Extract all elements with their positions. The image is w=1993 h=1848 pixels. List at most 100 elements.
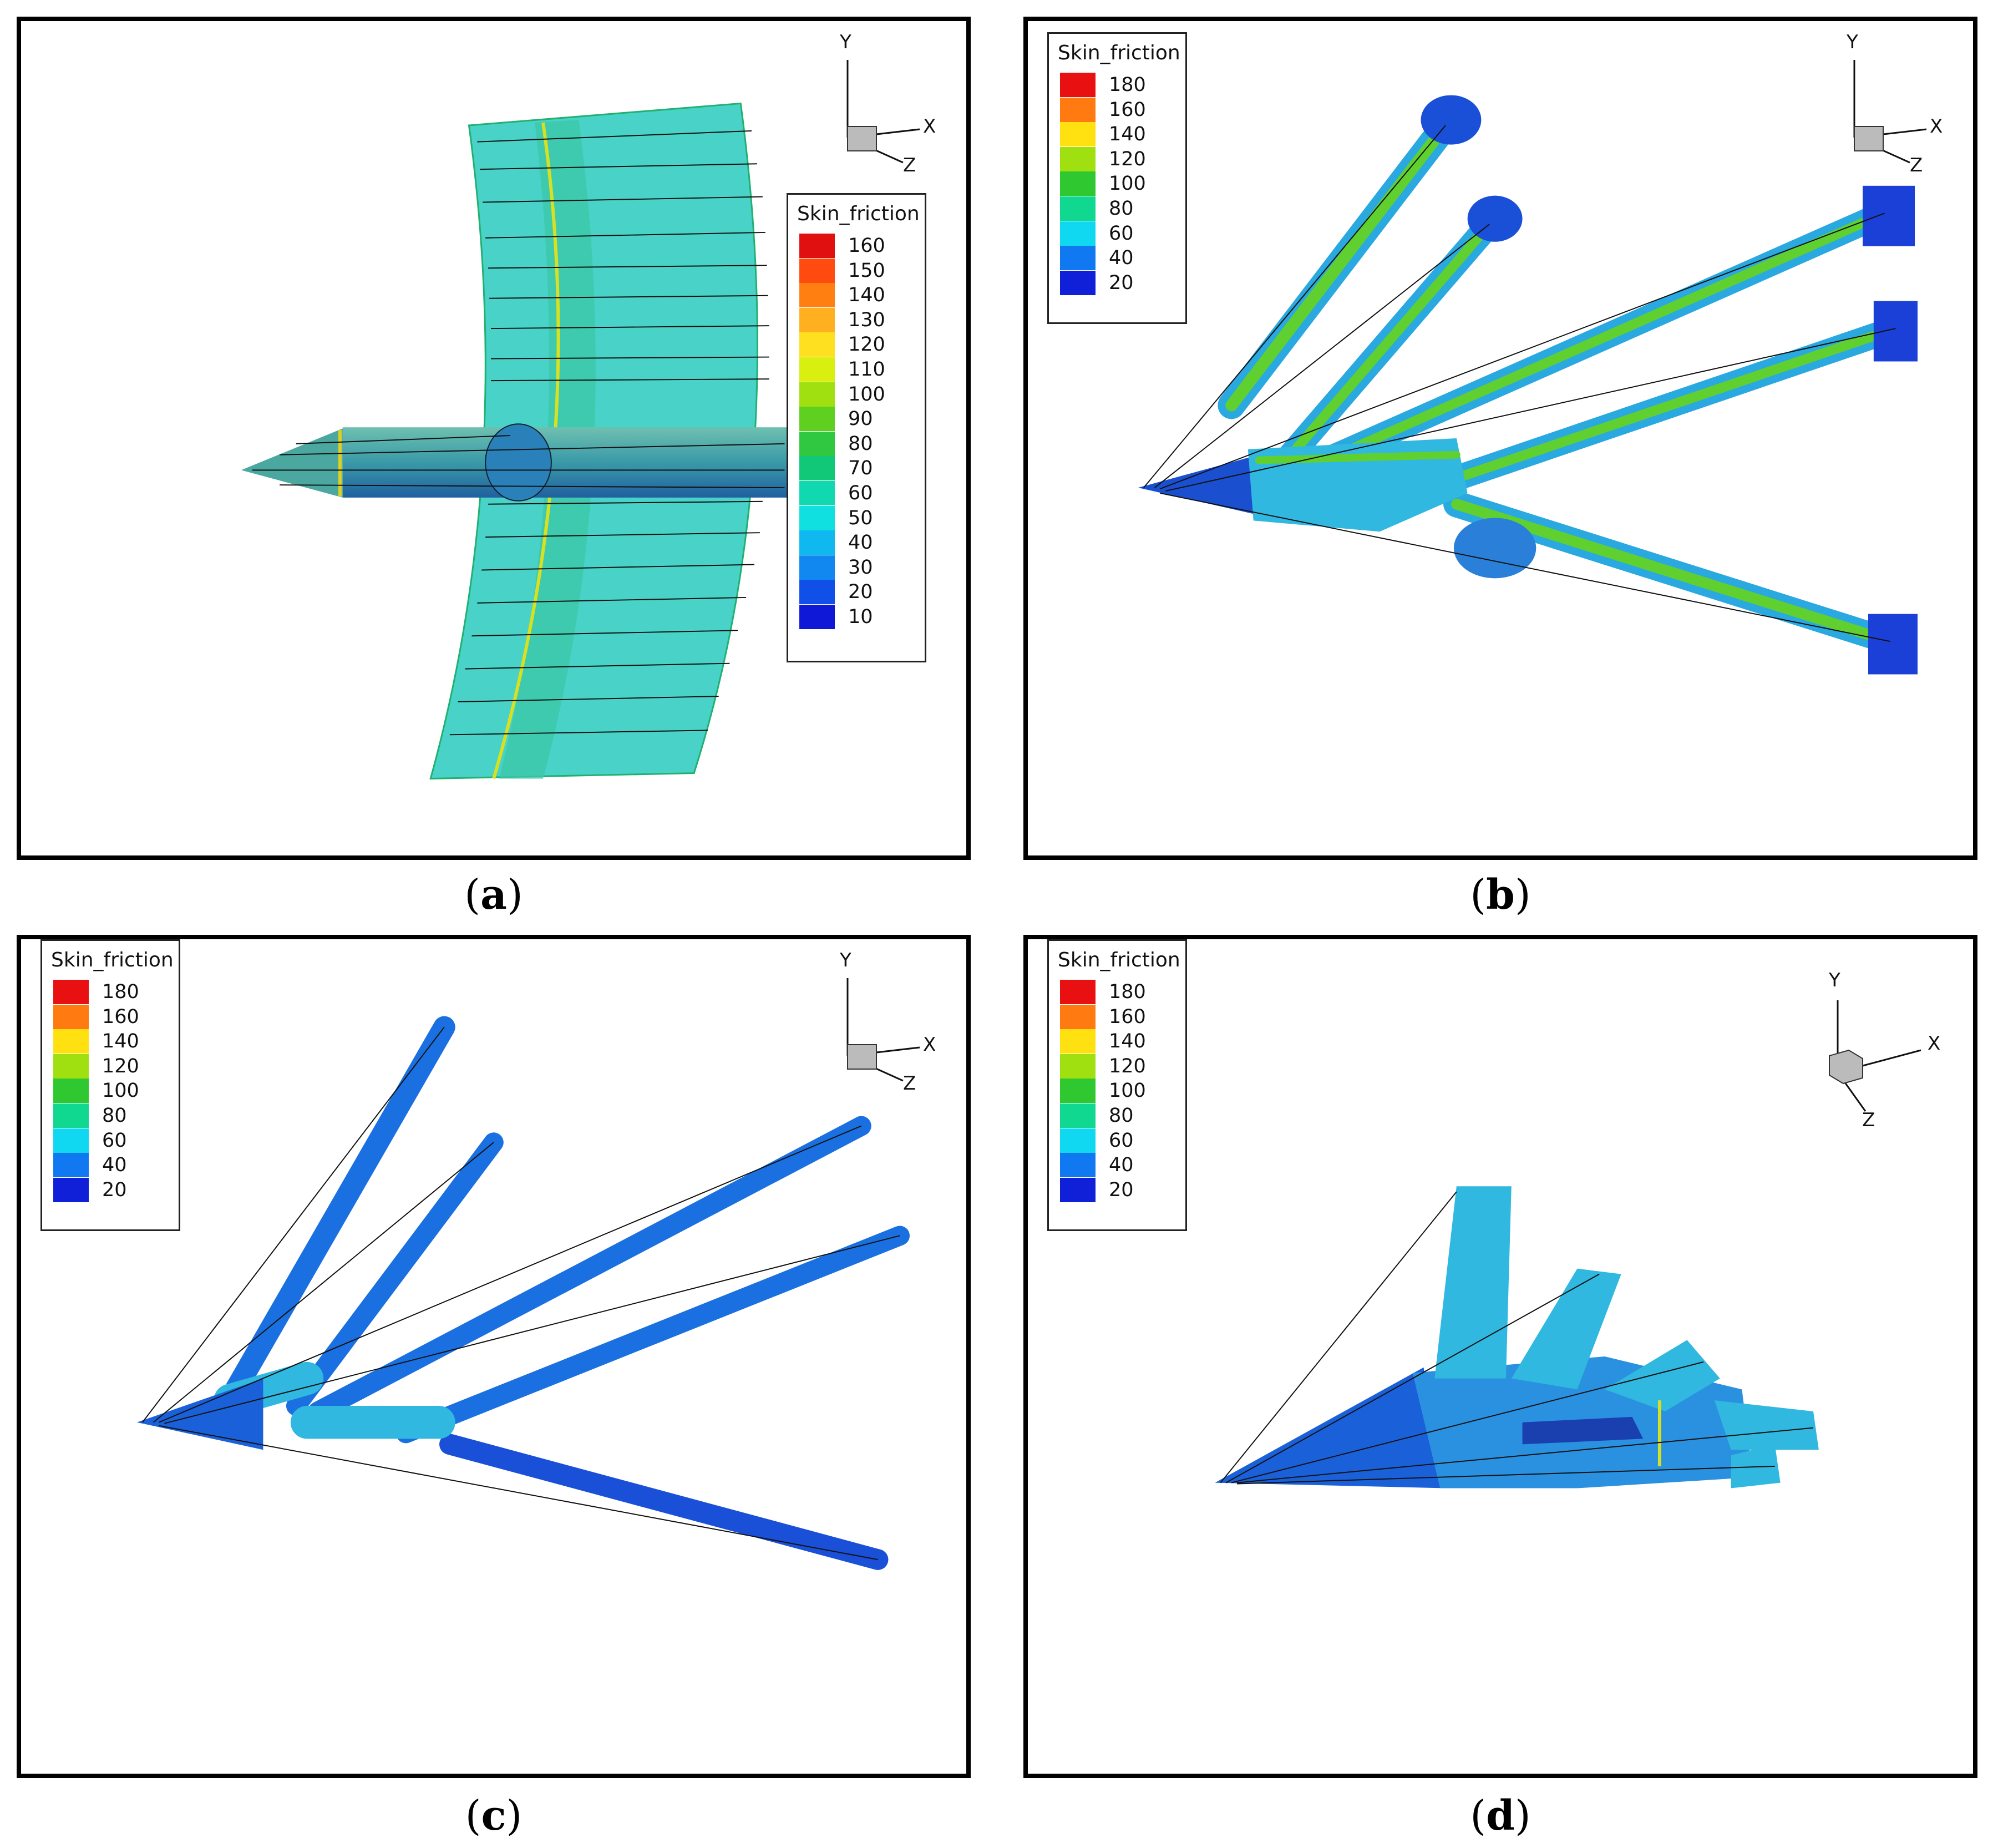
legend-swatch — [799, 481, 835, 505]
legend-level-label: 180 — [102, 981, 139, 1003]
panel-d-render — [1215, 1186, 1819, 1488]
legend-level-label: 20 — [102, 1178, 127, 1201]
legend-level-label: 30 — [848, 556, 873, 579]
legend-level-label: 70 — [848, 457, 873, 480]
legend-swatch — [799, 407, 835, 432]
hand-streamlines-d — [1220, 1191, 1814, 1485]
legend-level-label: 50 — [848, 507, 873, 529]
legend-level-label: 120 — [848, 333, 885, 356]
legend-swatch — [799, 456, 835, 481]
legend-swatch — [799, 555, 835, 580]
legend-swatch — [799, 530, 835, 555]
axis-label-x: X — [1930, 115, 1943, 138]
legend-swatch — [1060, 1029, 1096, 1054]
legend-level-label: 120 — [1109, 148, 1146, 170]
legend-level-label: 140 — [102, 1030, 139, 1053]
legend-swatch — [1060, 1004, 1096, 1029]
panel-a: Skin_friction 160 150 140 130 120 110 100 90 80 7… — [17, 17, 971, 860]
legend-swatch — [799, 382, 835, 407]
legend-d: Skin_friction 180 160 140 120 100 80 60 40 20 — [1047, 939, 1187, 1231]
legend-level-label: 10 — [848, 606, 873, 628]
fuselage-nose — [241, 428, 343, 498]
panel-b: Skin_friction 180 160 140 120 100 80 60 40 20 Y … — [1023, 17, 1977, 860]
hand-model-c — [214, 1016, 910, 1570]
axis-label-y: Y — [1829, 969, 1840, 991]
legend-level-label: 130 — [848, 308, 885, 331]
legend-swatch — [53, 1054, 89, 1079]
caption-a: (a) — [464, 871, 523, 919]
axis-label-y: Y — [1847, 31, 1858, 53]
legend-level-label: 100 — [848, 383, 885, 406]
legend-swatch — [1060, 73, 1096, 97]
legend-level-label: 180 — [1109, 74, 1146, 96]
legend-level-label: 80 — [102, 1105, 127, 1127]
hand-streamlines-b — [1143, 125, 1896, 642]
legend-level-label: 40 — [102, 1154, 127, 1177]
legend-level-label: 100 — [1109, 1080, 1146, 1102]
legend-swatch — [1060, 146, 1096, 171]
panel-b-render — [1138, 95, 1918, 675]
legend-level-label: 40 — [1109, 247, 1134, 270]
legend-swatch — [1060, 270, 1096, 295]
legend-swatch — [799, 357, 835, 382]
legend-swatch — [1060, 221, 1096, 246]
legend-swatch — [1060, 196, 1096, 221]
axis-label-x: X — [1928, 1032, 1941, 1055]
legend-c: Skin_friction 180 160 140 120 100 80 60 40 20 — [40, 939, 180, 1231]
axis-triad-b: Y X Z — [1827, 31, 1949, 176]
legend-title: Skin_friction — [51, 949, 174, 971]
legend-swatch — [1060, 246, 1096, 271]
caption-b: (b) — [1470, 871, 1531, 919]
legend-swatch — [799, 307, 835, 332]
legend-level-label: 80 — [1109, 198, 1134, 220]
hand-model-b — [1138, 95, 1918, 675]
axis-label-z: Z — [903, 1072, 916, 1095]
legend-swatch — [799, 332, 835, 357]
legend-swatch — [799, 505, 835, 530]
axis-label-z: Z — [1862, 1109, 1875, 1131]
legend-swatch — [1060, 1153, 1096, 1178]
legend-level-label: 120 — [102, 1055, 139, 1077]
legend-swatch — [799, 234, 835, 258]
panel-d: Skin_friction 180 160 140 120 100 80 60 40 20 Y … — [1023, 935, 1977, 1778]
legend-level-label: 160 — [848, 235, 885, 257]
legend-swatch — [1060, 1103, 1096, 1128]
legend-swatch — [53, 1004, 89, 1029]
legend-swatch — [53, 1177, 89, 1202]
legend-level-label: 20 — [848, 581, 873, 604]
legend-level-label: 60 — [1109, 1129, 1134, 1152]
legend-swatch — [799, 431, 835, 456]
axis-label-z: Z — [1910, 154, 1923, 176]
legend-swatch — [1060, 97, 1096, 122]
legend-level-label: 60 — [102, 1129, 127, 1152]
legend-level-label: 90 — [848, 408, 873, 431]
legend-swatch — [1060, 171, 1096, 196]
legend-a: Skin_friction 160 150 140 130 120 110 100 90 80 7… — [787, 193, 926, 662]
legend-level-label: 120 — [1109, 1055, 1146, 1077]
legend-swatch — [1060, 1054, 1096, 1079]
legend-title: Skin_friction — [1058, 42, 1180, 64]
legend-level-label: 40 — [1109, 1154, 1134, 1177]
legend-level-label: 160 — [1109, 98, 1146, 121]
legend-swatch — [53, 1153, 89, 1178]
legend-b: Skin_friction 180 160 140 120 100 80 60 40 20 — [1047, 32, 1187, 324]
legend-level-label: 100 — [102, 1080, 139, 1102]
axis-triad-a: Y X Z — [820, 31, 942, 176]
legend-level-label: 20 — [1109, 271, 1134, 294]
legend-swatch — [799, 283, 835, 308]
hand-cone-d — [1215, 1367, 1446, 1488]
legend-level-label: 60 — [848, 482, 873, 504]
legend-swatch — [1060, 1177, 1096, 1202]
panel-a-render — [241, 102, 788, 779]
axis-label-x: X — [923, 115, 936, 138]
legend-level-label: 110 — [848, 358, 885, 381]
legend-level-label: 140 — [848, 284, 885, 307]
legend-swatch — [53, 1079, 89, 1103]
hand-cone — [1138, 454, 1259, 515]
legend-title: Skin_friction — [797, 202, 920, 225]
caption-d: (d) — [1470, 1792, 1531, 1840]
legend-level-label: 100 — [1109, 173, 1146, 195]
panel-c: Skin_friction 180 160 140 120 100 80 60 40 20 Y … — [17, 935, 971, 1778]
legend-level-label: 40 — [848, 531, 873, 554]
legend-level-label: 140 — [1109, 123, 1146, 146]
